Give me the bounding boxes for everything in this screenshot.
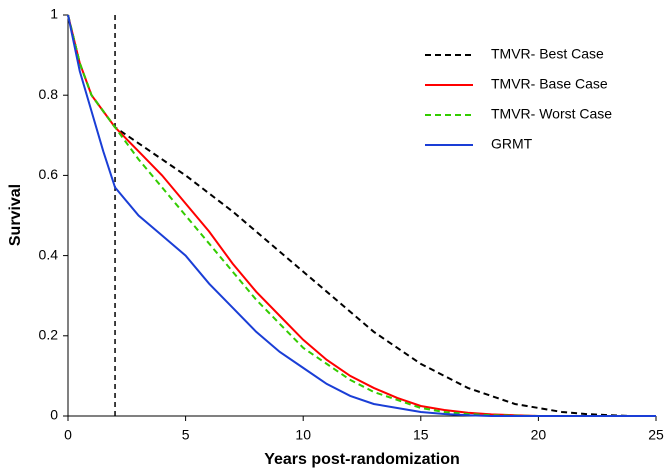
y-tick-label: 0.8 [39,86,59,102]
legend-label: TMVR- Best Case [491,46,604,62]
y-axis-title: Survival [7,184,24,246]
legend-label: TMVR- Worst Case [491,106,612,122]
x-tick-label: 20 [531,427,547,443]
y-tick-label: 0.4 [39,246,59,262]
y-tick-label: 0.2 [39,327,59,343]
x-tick-label: 25 [648,427,664,443]
series-line [67,14,656,417]
x-axis-title: Years post-randomization [264,451,460,468]
series-line [67,14,656,417]
y-tick-label: 1 [50,6,58,22]
legend-label: TMVR- Base Case [491,76,608,92]
x-tick-label: 5 [182,427,190,443]
x-tick-label: 0 [64,427,72,443]
x-tick-label: 15 [413,427,429,443]
legend-label: GRMT [491,136,533,152]
y-tick-label: 0 [50,407,58,423]
x-tick-label: 10 [295,427,311,443]
y-tick-label: 0.6 [39,166,59,182]
